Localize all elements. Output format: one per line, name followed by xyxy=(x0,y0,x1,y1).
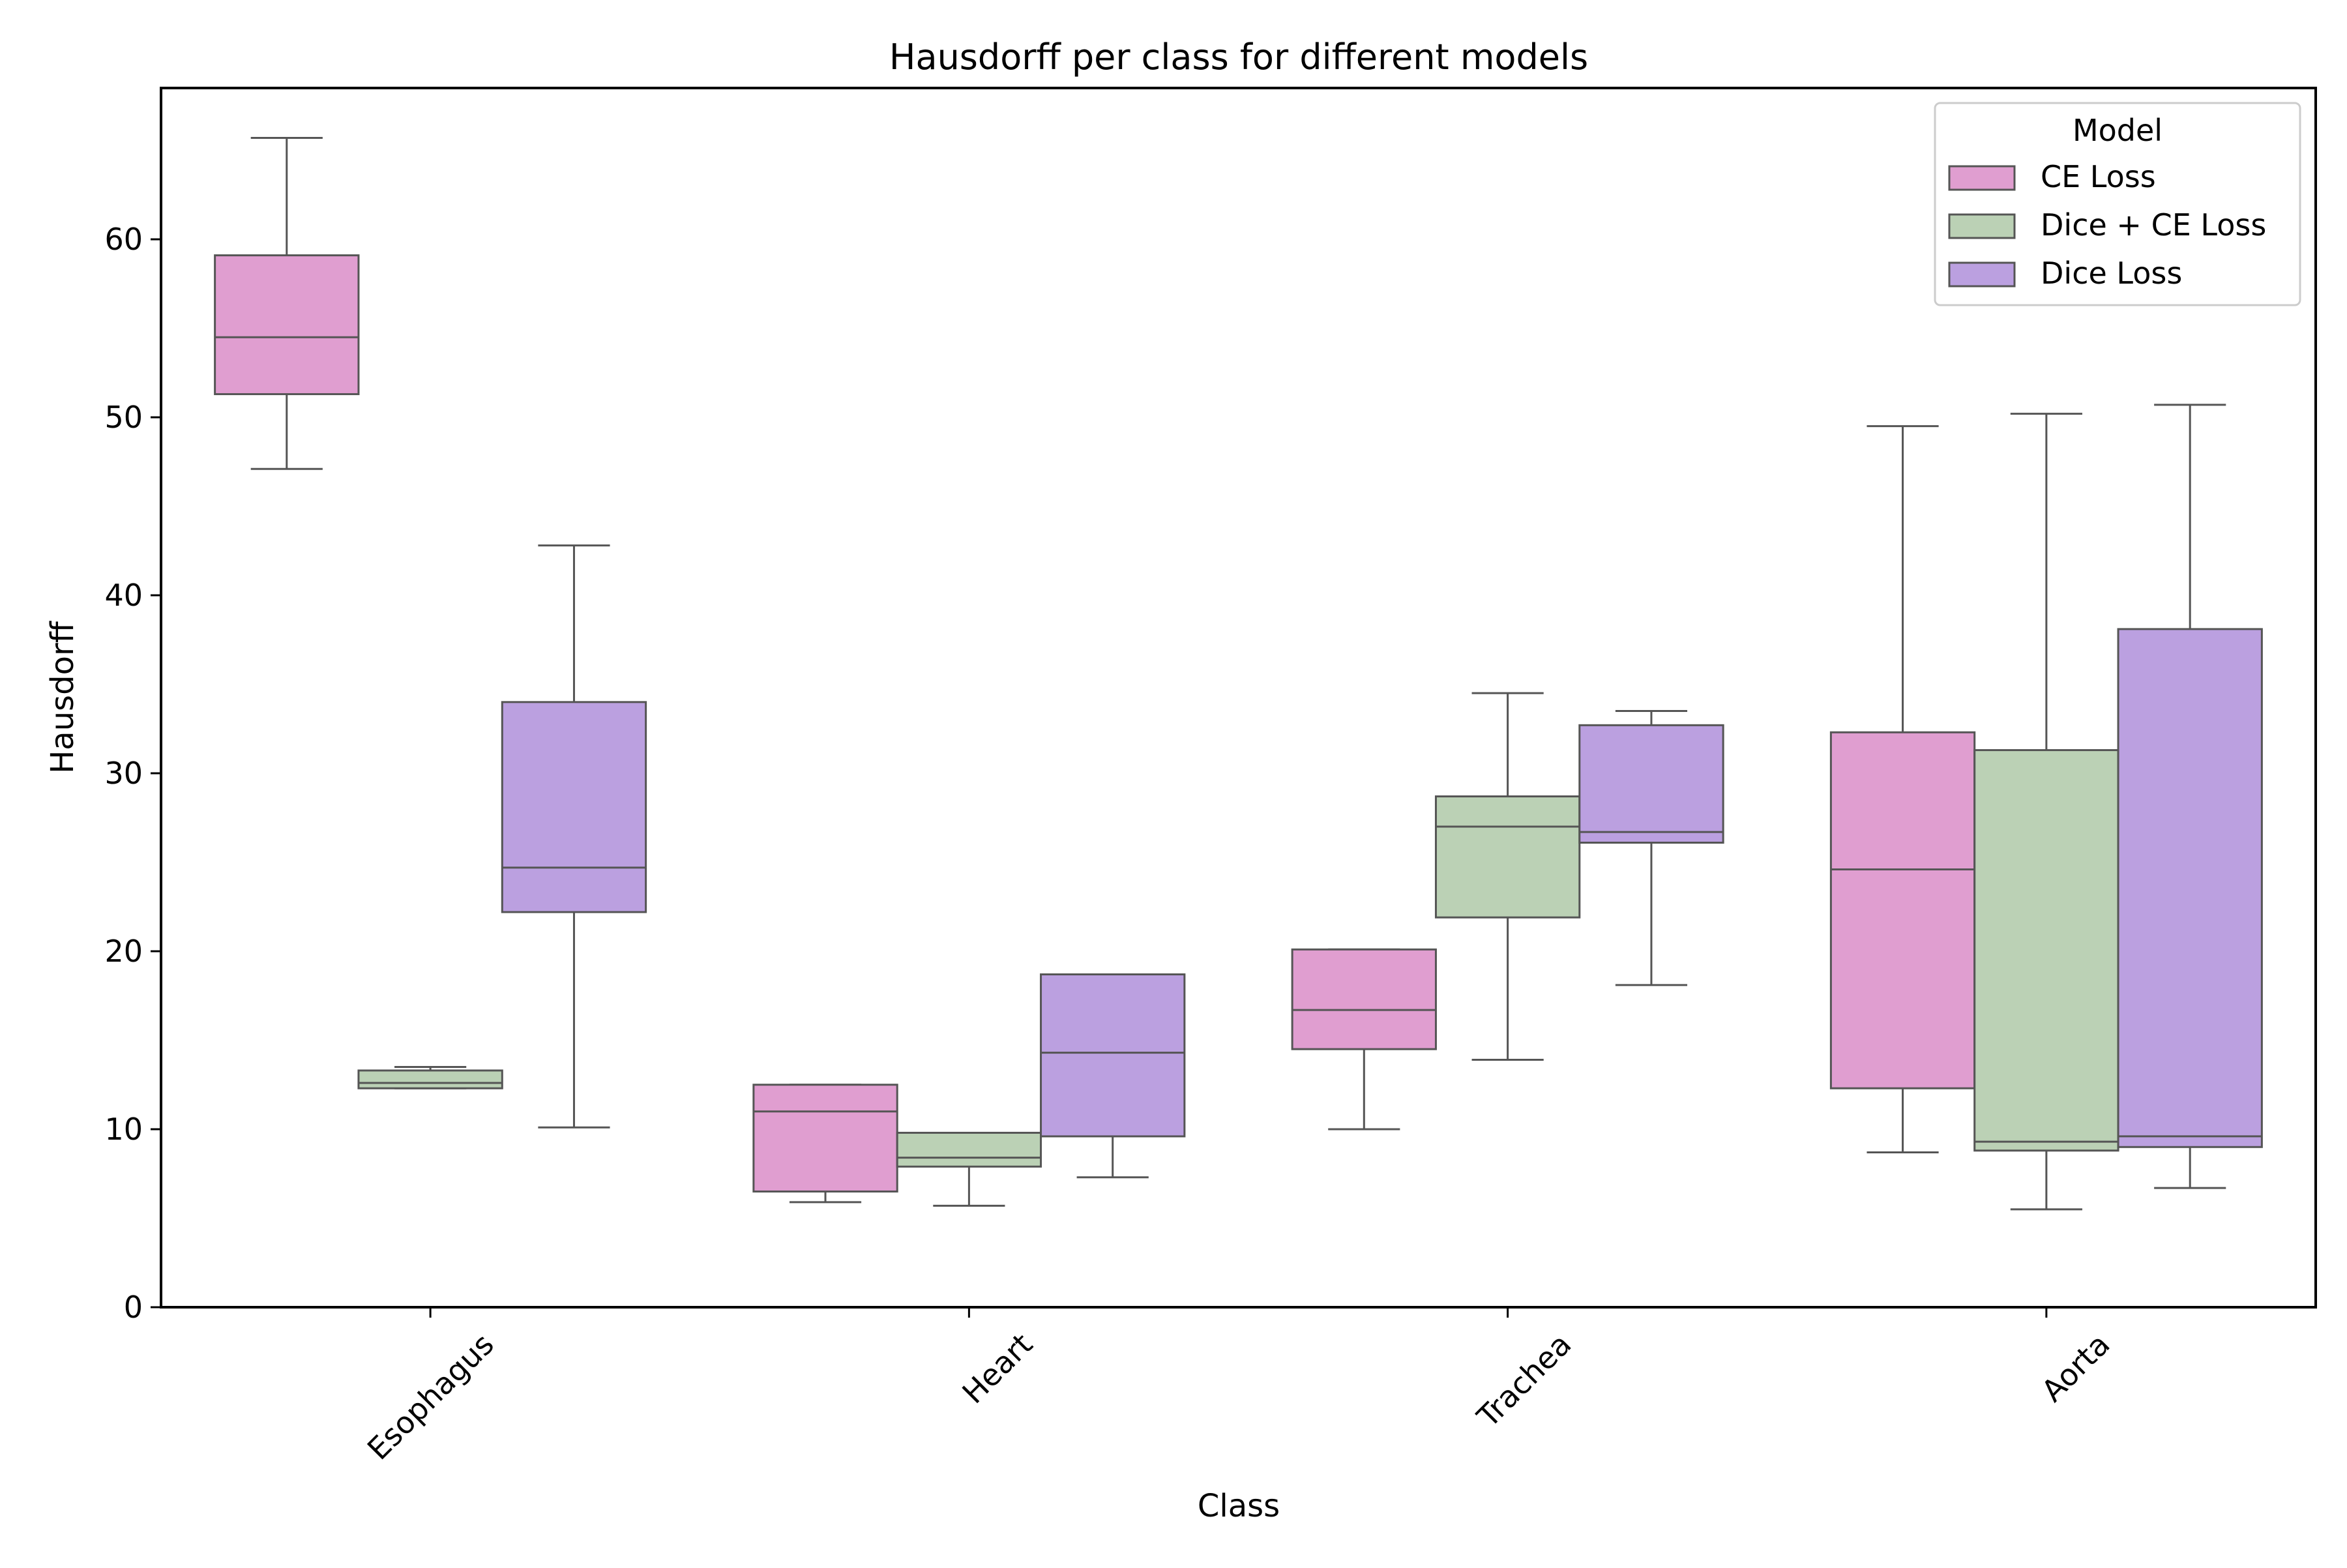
plot-area xyxy=(214,136,2263,1211)
box-body xyxy=(2117,628,2263,1148)
legend-frame xyxy=(1934,102,2301,306)
box-aorta-2 xyxy=(1973,413,2119,1211)
y-axis-label: Hausdorff xyxy=(44,621,81,774)
legend: Model CE Loss Dice + CE Loss Dice Loss xyxy=(1934,102,2301,306)
y-tick-label: 30 xyxy=(104,756,143,791)
box-heart-3 xyxy=(1040,973,1186,1179)
legend-swatch xyxy=(1948,213,2016,239)
box-body xyxy=(1291,948,1437,1050)
y-tick-label: 0 xyxy=(124,1290,143,1325)
legend-item-3: Dice Loss xyxy=(1948,256,2182,291)
box-body xyxy=(896,1131,1042,1168)
box-body xyxy=(1829,731,1976,1089)
box-body xyxy=(1040,973,1186,1138)
box-trachea-1 xyxy=(1291,948,1437,1131)
box-esophagus-2 xyxy=(357,1065,503,1089)
box-aorta-3 xyxy=(2117,404,2263,1189)
box-esophagus-3 xyxy=(501,544,647,1129)
y-axis: 0 10 20 30 40 50 60 xyxy=(104,222,161,1325)
y-tick-label: 20 xyxy=(104,934,143,969)
legend-label: CE Loss xyxy=(2041,159,2156,194)
box-body xyxy=(357,1069,503,1089)
box-body xyxy=(1578,724,1724,844)
legend-label: Dice + CE Loss xyxy=(2041,207,2266,243)
box-esophagus-1 xyxy=(214,136,360,470)
legend-title: Model xyxy=(2073,113,2162,148)
y-tick-label: 10 xyxy=(104,1112,143,1147)
box-body xyxy=(214,254,360,396)
box-trachea-3 xyxy=(1578,709,1724,986)
box-heart-1 xyxy=(752,1084,898,1204)
legend-swatch xyxy=(1948,165,2016,191)
y-tick-label: 40 xyxy=(104,578,143,613)
legend-items: CE Loss Dice + CE Loss Dice Loss xyxy=(1948,159,2266,291)
box-body xyxy=(501,701,647,913)
box-body xyxy=(1973,749,2119,1152)
chart-title: Hausdorff per class for different models xyxy=(889,37,1588,78)
plot-frame xyxy=(160,87,2317,1309)
legend-swatch xyxy=(1948,261,2016,288)
box-aorta-1 xyxy=(1829,425,1976,1153)
x-axis-label: Class xyxy=(1198,1488,1280,1524)
legend-item-2: Dice + CE Loss xyxy=(1948,207,2266,243)
box-trachea-2 xyxy=(1434,692,1581,1061)
box-heart-2 xyxy=(896,1131,1042,1207)
y-tick-label: 50 xyxy=(104,400,143,435)
legend-label: Dice Loss xyxy=(2041,256,2182,291)
legend-item-1: CE Loss xyxy=(1948,159,2156,194)
box-body xyxy=(752,1084,898,1193)
box-body xyxy=(1434,795,1581,919)
y-tick-label: 60 xyxy=(104,222,143,257)
